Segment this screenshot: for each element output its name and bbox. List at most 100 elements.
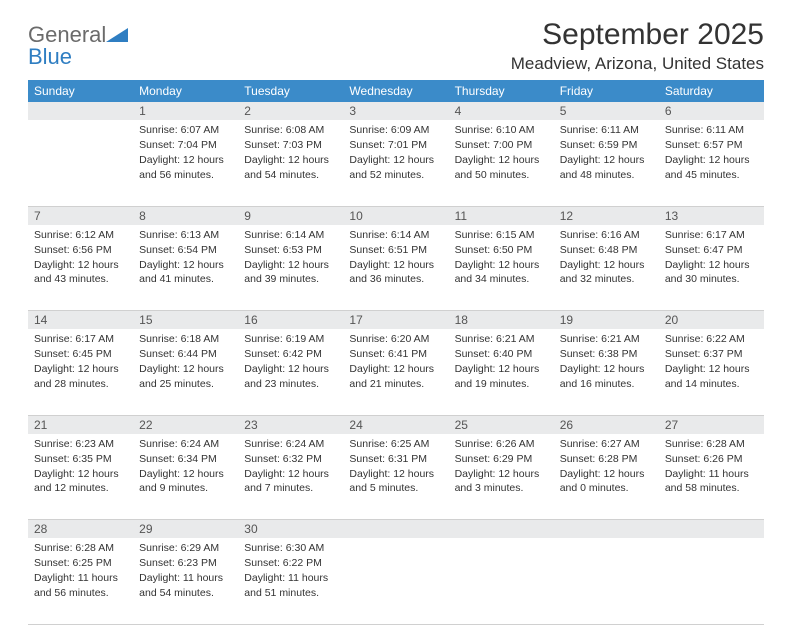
sunrise-line: Sunrise: 6:27 AM [560,437,653,451]
weekday-header: Saturday [659,80,764,102]
location: Meadview, Arizona, United States [511,54,764,74]
day-number-cell: 9 [238,206,343,225]
sunset-line: Sunset: 6:37 PM [665,347,758,361]
day-number-row: 21222324252627 [28,415,764,434]
day-number-cell: 24 [343,415,448,434]
daylight-line: Daylight: 12 hours and 48 minutes. [560,153,653,181]
month-title: September 2025 [511,18,764,52]
daylight-line: Daylight: 12 hours and 9 minutes. [139,467,232,495]
sunset-line: Sunset: 6:26 PM [665,452,758,466]
sunrise-line: Sunrise: 6:21 AM [455,332,548,346]
day-cell: Sunrise: 6:24 AMSunset: 6:32 PMDaylight:… [238,434,343,520]
sunset-line: Sunset: 6:29 PM [455,452,548,466]
day-cell: Sunrise: 6:28 AMSunset: 6:25 PMDaylight:… [28,538,133,624]
sunrise-line: Sunrise: 6:20 AM [349,332,442,346]
sunrise-line: Sunrise: 6:12 AM [34,228,127,242]
day-cell: Sunrise: 6:09 AMSunset: 7:01 PMDaylight:… [343,120,448,206]
sunrise-line: Sunrise: 6:11 AM [665,123,758,137]
week-row: Sunrise: 6:07 AMSunset: 7:04 PMDaylight:… [28,120,764,206]
sunrise-line: Sunrise: 6:17 AM [665,228,758,242]
sunrise-line: Sunrise: 6:09 AM [349,123,442,137]
day-cell: Sunrise: 6:27 AMSunset: 6:28 PMDaylight:… [554,434,659,520]
day-cell: Sunrise: 6:30 AMSunset: 6:22 PMDaylight:… [238,538,343,624]
brand-logo: General Blue [28,18,128,68]
sunrise-line: Sunrise: 6:29 AM [139,541,232,555]
day-number-cell [449,520,554,539]
day-number-cell: 12 [554,206,659,225]
sunset-line: Sunset: 6:41 PM [349,347,442,361]
day-cell: Sunrise: 6:18 AMSunset: 6:44 PMDaylight:… [133,329,238,415]
sunset-line: Sunset: 7:00 PM [455,138,548,152]
day-cell-body: Sunrise: 6:22 AMSunset: 6:37 PMDaylight:… [659,329,764,398]
day-number-row: 282930 [28,520,764,539]
sunset-line: Sunset: 6:48 PM [560,243,653,257]
day-number-cell: 28 [28,520,133,539]
sunset-line: Sunset: 6:51 PM [349,243,442,257]
day-cell-body: Sunrise: 6:29 AMSunset: 6:23 PMDaylight:… [133,538,238,607]
daylight-line: Daylight: 12 hours and 30 minutes. [665,258,758,286]
sunrise-line: Sunrise: 6:16 AM [560,228,653,242]
day-cell-body: Sunrise: 6:11 AMSunset: 6:59 PMDaylight:… [554,120,659,189]
day-cell-body: Sunrise: 6:28 AMSunset: 6:25 PMDaylight:… [28,538,133,607]
sunrise-line: Sunrise: 6:21 AM [560,332,653,346]
daylight-line: Daylight: 12 hours and 39 minutes. [244,258,337,286]
daylight-line: Daylight: 12 hours and 56 minutes. [139,153,232,181]
daylight-line: Daylight: 12 hours and 43 minutes. [34,258,127,286]
weekday-header: Tuesday [238,80,343,102]
daylight-line: Daylight: 12 hours and 32 minutes. [560,258,653,286]
day-number-cell: 26 [554,415,659,434]
daylight-line: Daylight: 12 hours and 5 minutes. [349,467,442,495]
day-cell: Sunrise: 6:22 AMSunset: 6:37 PMDaylight:… [659,329,764,415]
day-number-cell: 13 [659,206,764,225]
day-number-cell [343,520,448,539]
sunset-line: Sunset: 6:54 PM [139,243,232,257]
sunset-line: Sunset: 6:50 PM [455,243,548,257]
day-number-cell: 18 [449,311,554,330]
sunrise-line: Sunrise: 6:23 AM [34,437,127,451]
day-cell: Sunrise: 6:26 AMSunset: 6:29 PMDaylight:… [449,434,554,520]
day-number-row: 78910111213 [28,206,764,225]
daylight-line: Daylight: 11 hours and 56 minutes. [34,571,127,599]
sunrise-line: Sunrise: 6:22 AM [665,332,758,346]
sunrise-line: Sunrise: 6:13 AM [139,228,232,242]
day-cell-body: Sunrise: 6:17 AMSunset: 6:47 PMDaylight:… [659,225,764,294]
day-cell-body: Sunrise: 6:24 AMSunset: 6:32 PMDaylight:… [238,434,343,503]
sunset-line: Sunset: 7:03 PM [244,138,337,152]
week-row: Sunrise: 6:28 AMSunset: 6:25 PMDaylight:… [28,538,764,624]
day-cell-body: Sunrise: 6:21 AMSunset: 6:40 PMDaylight:… [449,329,554,398]
daylight-line: Daylight: 12 hours and 0 minutes. [560,467,653,495]
day-number-cell: 6 [659,102,764,120]
day-number-cell: 23 [238,415,343,434]
daylight-line: Daylight: 12 hours and 45 minutes. [665,153,758,181]
daylight-line: Daylight: 12 hours and 52 minutes. [349,153,442,181]
sunrise-line: Sunrise: 6:14 AM [244,228,337,242]
day-number-cell: 14 [28,311,133,330]
brand-text: General Blue [28,24,128,68]
day-cell-body: Sunrise: 6:16 AMSunset: 6:48 PMDaylight:… [554,225,659,294]
day-cell-body: Sunrise: 6:10 AMSunset: 7:00 PMDaylight:… [449,120,554,189]
daylight-line: Daylight: 12 hours and 19 minutes. [455,362,548,390]
sunrise-line: Sunrise: 6:18 AM [139,332,232,346]
sunrise-line: Sunrise: 6:25 AM [349,437,442,451]
sunrise-line: Sunrise: 6:30 AM [244,541,337,555]
day-cell: Sunrise: 6:14 AMSunset: 6:51 PMDaylight:… [343,225,448,311]
daylight-line: Daylight: 12 hours and 7 minutes. [244,467,337,495]
day-cell: Sunrise: 6:17 AMSunset: 6:45 PMDaylight:… [28,329,133,415]
header: General Blue September 2025 Meadview, Ar… [28,18,764,74]
sunset-line: Sunset: 6:47 PM [665,243,758,257]
sunset-line: Sunset: 6:40 PM [455,347,548,361]
sunset-line: Sunset: 6:56 PM [34,243,127,257]
day-cell-body: Sunrise: 6:14 AMSunset: 6:53 PMDaylight:… [238,225,343,294]
sunset-line: Sunset: 7:01 PM [349,138,442,152]
day-cell: Sunrise: 6:21 AMSunset: 6:40 PMDaylight:… [449,329,554,415]
daylight-line: Daylight: 11 hours and 51 minutes. [244,571,337,599]
sunrise-line: Sunrise: 6:24 AM [244,437,337,451]
day-cell-body: Sunrise: 6:26 AMSunset: 6:29 PMDaylight:… [449,434,554,503]
day-cell-body: Sunrise: 6:13 AMSunset: 6:54 PMDaylight:… [133,225,238,294]
week-row: Sunrise: 6:23 AMSunset: 6:35 PMDaylight:… [28,434,764,520]
daylight-line: Daylight: 12 hours and 25 minutes. [139,362,232,390]
brand-word-2: Blue [28,44,72,69]
day-number-cell: 1 [133,102,238,120]
sunset-line: Sunset: 6:59 PM [560,138,653,152]
day-number-cell: 20 [659,311,764,330]
